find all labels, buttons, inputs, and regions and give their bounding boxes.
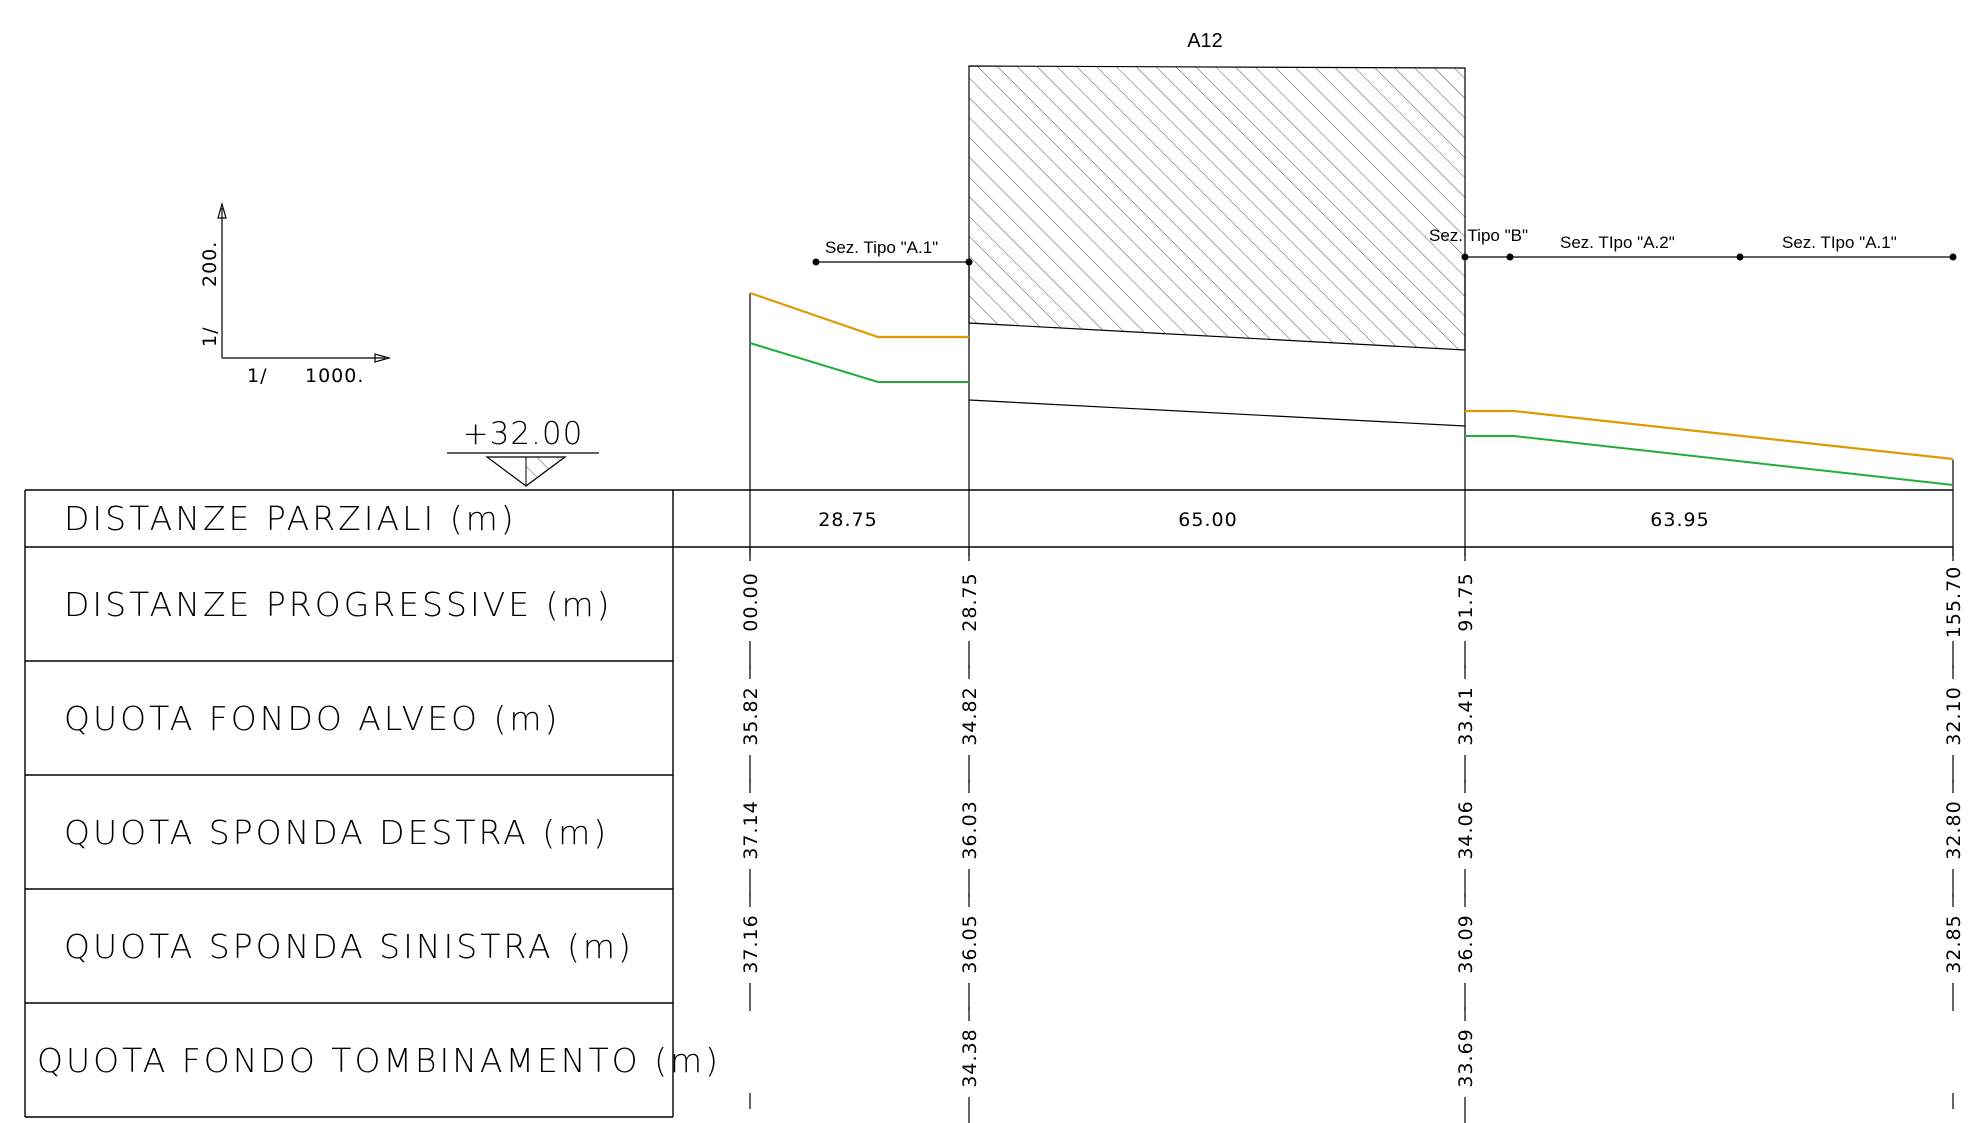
- station-value-sponda-sinistra: 37.16: [740, 914, 762, 973]
- structure-bottom-line: [968, 399, 1466, 427]
- row-title-quota-sponda-sinistra: QUOTA SPONDA SINISTRA (m): [64, 927, 634, 966]
- row-title-quota-sponda-destra: QUOTA SPONDA DESTRA (m): [64, 813, 609, 852]
- partial-distance-1: 28.75: [818, 509, 877, 531]
- datum-label: +32.00: [463, 416, 584, 452]
- section-label-a1-left: Sez. Tipo "A.1": [825, 238, 938, 257]
- partial-distance-3: 63.95: [1650, 509, 1709, 531]
- station-columns: 00.00 35.82 37.14 37.16 28.75 34.82 36.03 36.05…: [740, 547, 1965, 1123]
- station-value-progressive: 28.75: [959, 572, 981, 631]
- station-value-sponda-destra: 32.80: [1943, 800, 1965, 859]
- station-value-sponda-destra: 36.03: [959, 800, 981, 859]
- row-title-distanze-progressive: DISTANZE PROGRESSIVE (m): [64, 585, 613, 624]
- section-label-a1-right: Sez. TIpo "A.1": [1782, 233, 1897, 252]
- station-value-progressive: 91.75: [1455, 572, 1477, 631]
- station-value-fondo-alveo: 33.41: [1455, 686, 1477, 745]
- row-title-distanze-parziali: DISTANZE PARZIALI (m): [64, 499, 517, 538]
- data-table-frame: [24, 489, 1953, 1118]
- datum-marker: +32.00: [447, 416, 599, 487]
- station-value-fondo-tombinamento: 33.69: [1455, 1028, 1477, 1087]
- section-label-b: Sez. Tipo "B": [1429, 226, 1528, 245]
- drawing-title: A12: [1187, 30, 1223, 52]
- horizontal-scale-value: 1000.: [305, 365, 364, 387]
- structure-a12-hatched: [968, 65, 1466, 351]
- section-label-a2: Sez. TIpo "A.2": [1560, 233, 1675, 252]
- row-title-quota-fondo-tombinamento: QUOTA FONDO TOMBINAMENTO (m): [37, 1041, 721, 1080]
- scale-indicator: 200. 1/ 1/ 1000.: [199, 201, 392, 387]
- station-value-sponda-sinistra: 32.85: [1943, 914, 1965, 973]
- channel-bed-lines: [749, 342, 1954, 486]
- section-type-markers: [816, 256, 1953, 263]
- station-value-sponda-sinistra: 36.09: [1455, 914, 1477, 973]
- station-value-sponda-destra: 37.14: [740, 800, 762, 859]
- row-title-quota-fondo-alveo: QUOTA FONDO ALVEO (m): [64, 699, 560, 738]
- station-lines: [749, 490, 1954, 556]
- bank-lines: [749, 291, 1954, 461]
- station-value-progressive: 155.70: [1943, 566, 1965, 638]
- station-value-fondo-alveo: 35.82: [740, 686, 762, 745]
- vertical-scale-value: 200.: [199, 241, 221, 287]
- vertical-scale-prefix: 1/: [199, 327, 221, 348]
- horizontal-scale-prefix: 1/: [247, 365, 268, 387]
- station-value-fondo-tombinamento: 34.38: [959, 1028, 981, 1087]
- station-value-fondo-alveo: 32.10: [1943, 686, 1965, 745]
- section-type-dots: [812, 253, 1957, 266]
- station-value-progressive: 00.00: [740, 572, 762, 631]
- partial-distance-2: 65.00: [1178, 509, 1237, 531]
- station-value-sponda-sinistra: 36.05: [959, 914, 981, 973]
- station-value-sponda-destra: 34.06: [1455, 800, 1477, 859]
- station-value-fondo-alveo: 34.82: [959, 686, 981, 745]
